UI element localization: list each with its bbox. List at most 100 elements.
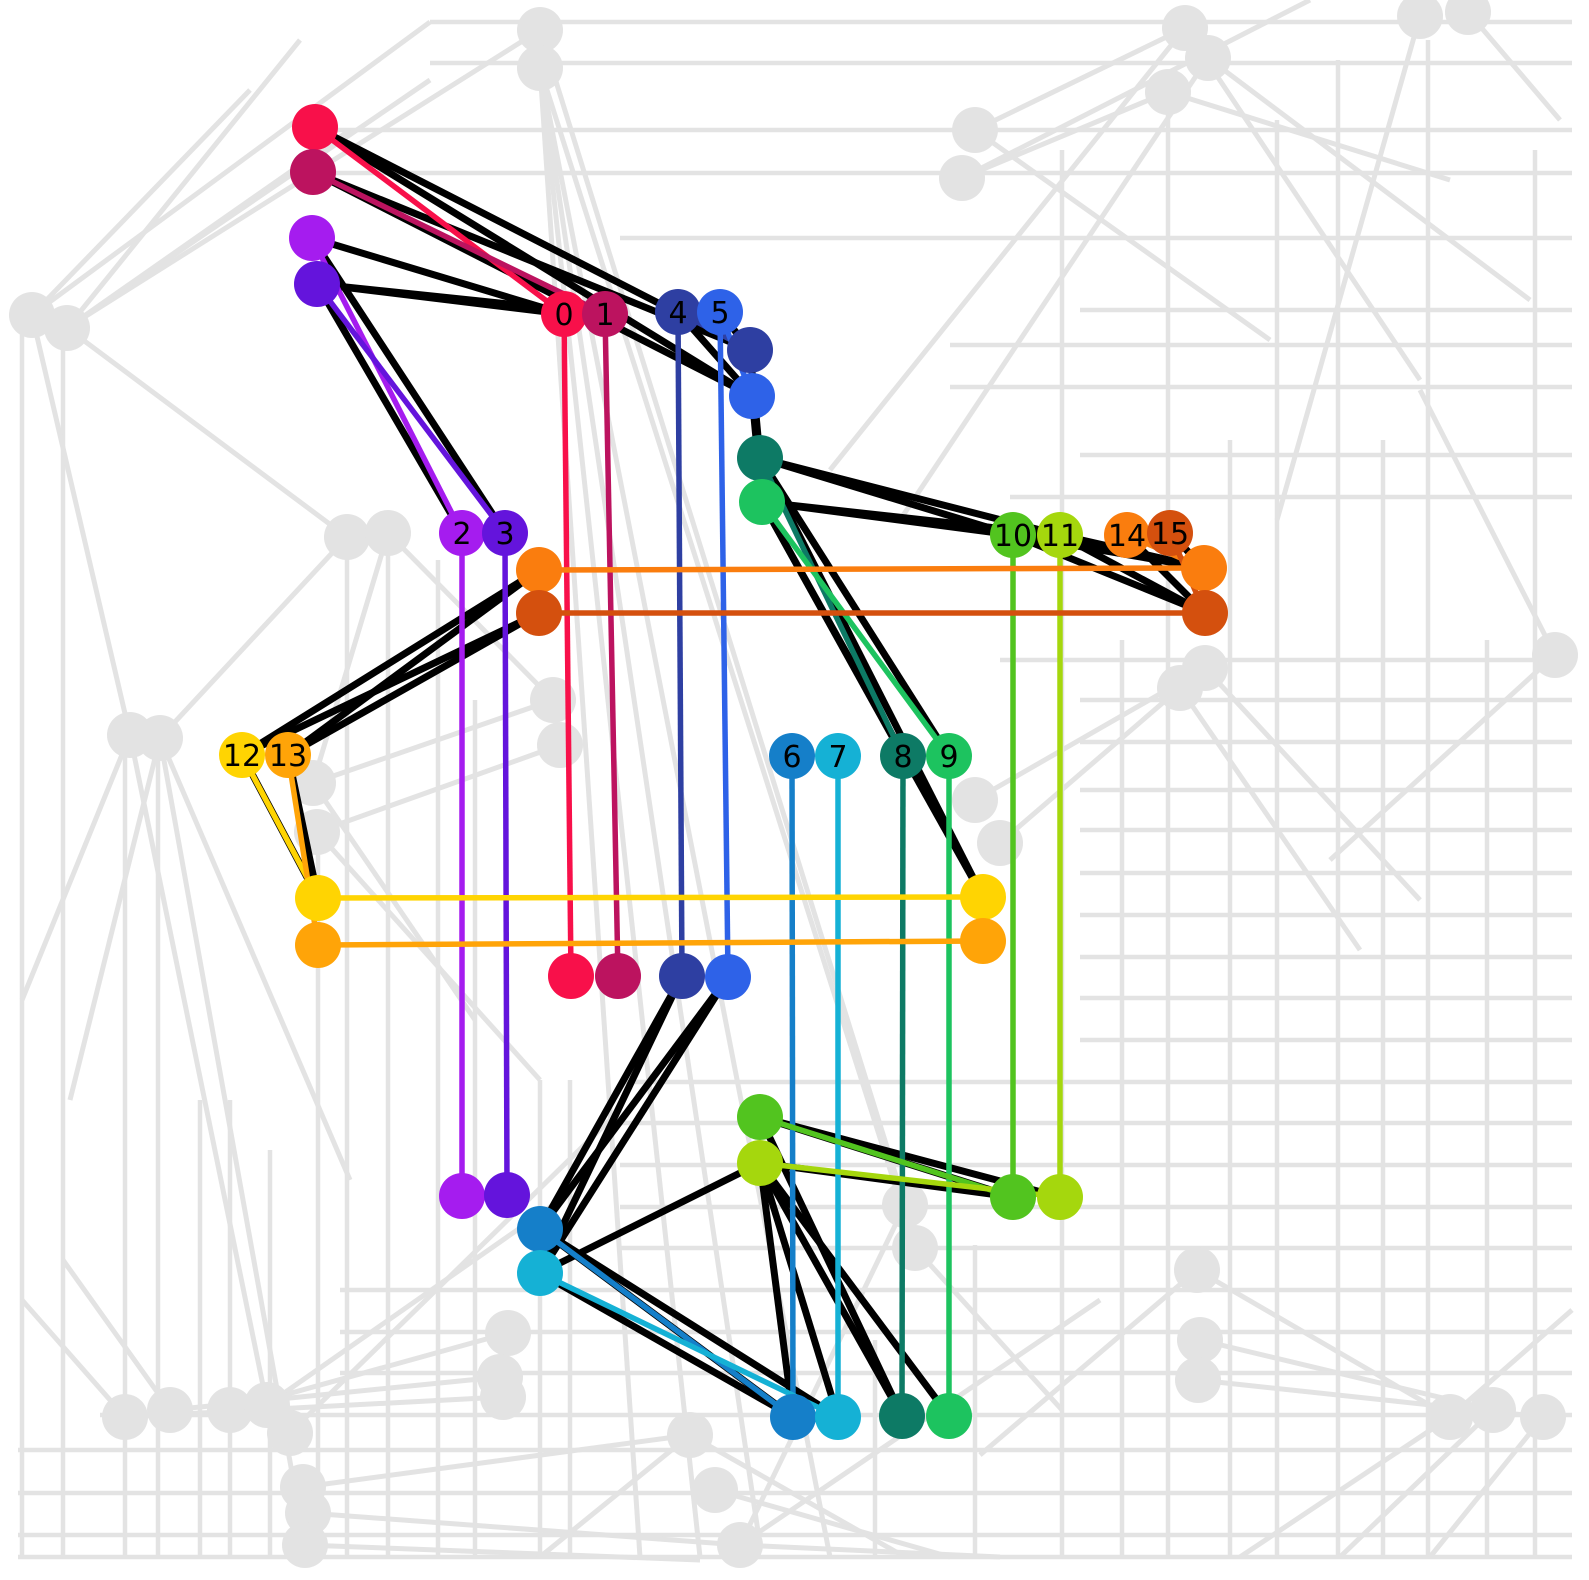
node-9-labeled: [926, 733, 972, 779]
background-edge: [1195, 1267, 1452, 1420]
background-edge: [998, 686, 1182, 845]
background-edge: [1177, 686, 1363, 952]
graph-edge: [309, 236, 508, 535]
node-0-a: [292, 104, 338, 150]
background-node: [1157, 665, 1203, 711]
background-node: [1145, 69, 1191, 115]
node-7-a: [517, 1250, 563, 1296]
node-6-b: [770, 1394, 816, 1440]
background-edge: [537, 67, 918, 1249]
match-edge-0: [561, 313, 574, 977]
node-13-labeled: [265, 732, 311, 778]
graph-edge: [1058, 531, 1207, 617]
node-7-labeled: [815, 733, 861, 779]
background-edge: [19, 734, 133, 1001]
node-15-a: [516, 590, 562, 636]
match-edge-14: [538, 565, 1205, 573]
background-node: [892, 1225, 938, 1271]
node-14-labeled: [1104, 512, 1150, 558]
node-9-a: [739, 479, 785, 525]
background-node: [692, 1467, 738, 1513]
background-edge: [312, 697, 554, 786]
background-node: [267, 1410, 313, 1456]
graph-edge: [240, 609, 541, 759]
background-node: [952, 777, 998, 823]
node-6-a: [517, 1206, 563, 1252]
node-5-a: [729, 373, 775, 419]
node-3-b: [484, 1172, 530, 1218]
background-edge: [978, 1268, 1199, 1457]
graph-edge: [240, 567, 541, 758]
node-label-1: 1: [595, 298, 614, 333]
node-label-13: 13: [269, 739, 307, 774]
background-edge: [20, 1298, 127, 1419]
node-label-14: 14: [1108, 519, 1146, 554]
match-edge-0: [313, 124, 566, 317]
background-edge: [1328, 653, 1557, 862]
background-edge: [714, 1487, 951, 1560]
graph-nodes: [219, 104, 1228, 1440]
background-node: [939, 155, 985, 201]
background-node: [717, 1522, 763, 1568]
background-node: [977, 820, 1023, 866]
background-node: [530, 677, 576, 723]
background-edge: [316, 742, 561, 835]
node-label-10: 10: [994, 519, 1032, 554]
graph-edge: [756, 1161, 842, 1419]
background-edge: [688, 1432, 907, 1560]
background-edge: [973, 25, 1187, 133]
background-node: [480, 1374, 526, 1420]
node-5-labeled: [697, 289, 743, 335]
node-4-labeled: [655, 289, 701, 335]
graph-edge: [756, 1162, 797, 1418]
background-edge: [1182, 26, 1423, 382]
node-label-11: 11: [1041, 519, 1079, 554]
node-7-b: [815, 1394, 861, 1440]
background-edge: [65, 325, 349, 540]
node-14-a: [516, 547, 562, 593]
node-label-5: 5: [710, 296, 729, 331]
node-2-a: [289, 215, 335, 261]
graph-edge: [286, 609, 541, 759]
background-edge: [1167, 89, 1451, 183]
background-node: [1427, 1394, 1473, 1440]
background-edge: [315, 830, 542, 1082]
node-0-labeled: [541, 291, 587, 337]
background-node: [1520, 1394, 1566, 1440]
graph-edge: [536, 974, 686, 1275]
background-node: [485, 1310, 531, 1356]
background-edge: [913, 1246, 1064, 1412]
background-node: [1470, 1387, 1516, 1433]
background-edge: [304, 1542, 701, 1563]
graph-edge: [537, 974, 731, 1232]
node-0-b: [548, 953, 594, 999]
node-3-labeled: [482, 510, 528, 556]
node-10-a: [737, 1094, 783, 1140]
background-edge: [60, 1258, 173, 1412]
match-edge-10: [759, 1114, 1014, 1200]
background-edge: [1238, 1414, 1452, 1560]
background-node: [1532, 632, 1578, 678]
node-12-a: [295, 875, 341, 921]
node-9-b: [926, 1393, 972, 1439]
background-node: [667, 1412, 713, 1458]
background-node: [537, 722, 583, 768]
background-edge: [302, 1432, 691, 1490]
background-node: [952, 107, 998, 153]
node-label-15: 15: [1151, 517, 1189, 552]
node-5-b: [705, 954, 751, 1000]
background-edge: [961, 89, 1169, 181]
node-label-6: 6: [782, 740, 801, 775]
background-edge: [30, 88, 252, 317]
match-edge-1: [602, 313, 621, 977]
background-edge: [973, 127, 1272, 343]
background-edge: [65, 38, 302, 330]
node-8-a: [737, 435, 783, 481]
match-edge-3: [502, 532, 510, 1196]
background-node: [282, 1522, 328, 1568]
node-13-b: [960, 918, 1006, 964]
background-node: [147, 1387, 193, 1433]
background-edge: [158, 535, 349, 740]
